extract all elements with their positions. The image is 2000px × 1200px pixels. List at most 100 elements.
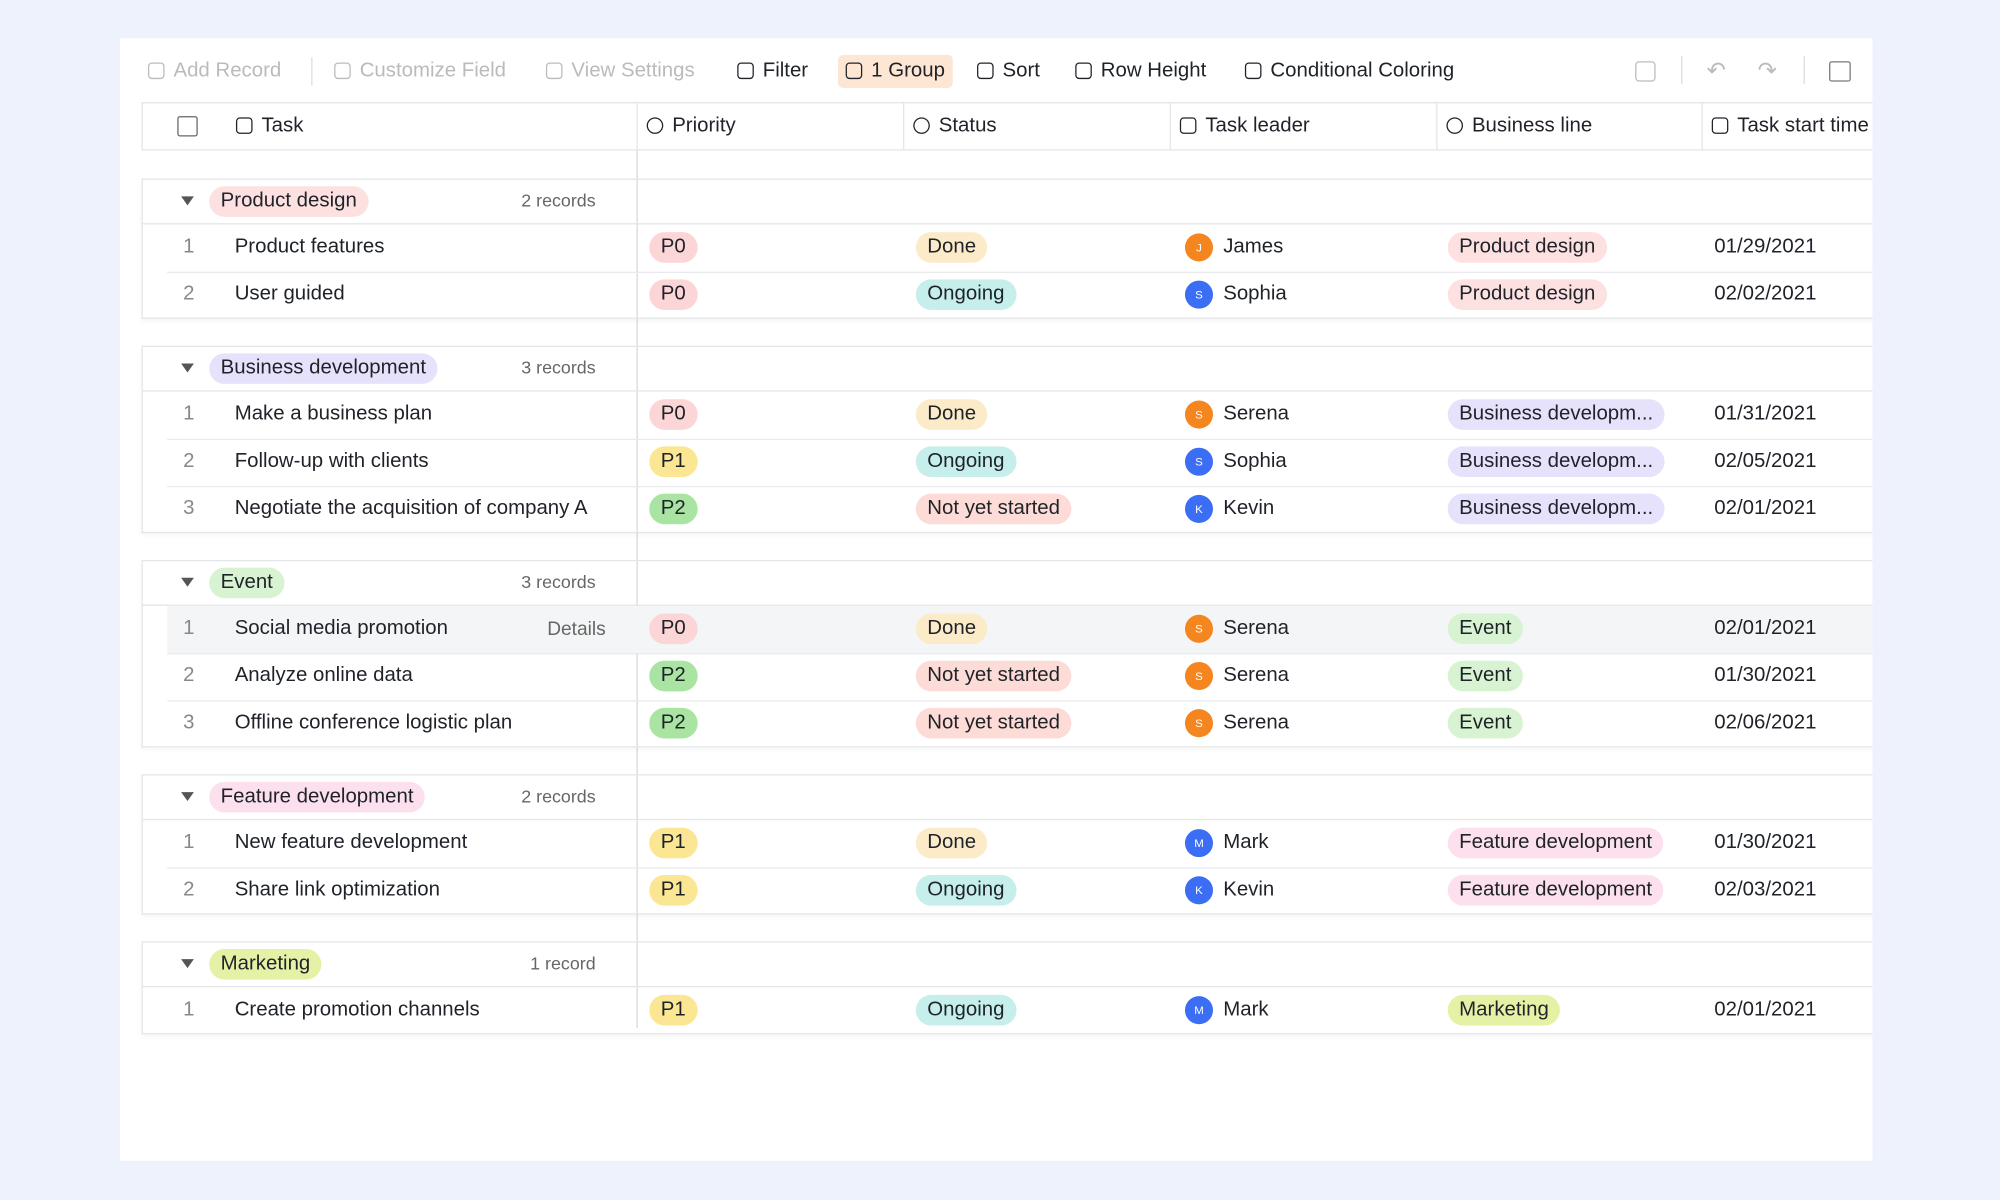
record-count: 3 records [521, 357, 596, 378]
task-name: Offline conference logistic plan [234, 711, 513, 734]
search[interactable] [1829, 61, 1851, 82]
row-line [167, 867, 1873, 869]
tag: P1 [649, 827, 698, 859]
collapse-toggle[interactable] [181, 363, 194, 373]
redo[interactable]: ↷ [1757, 57, 1777, 83]
tag: Product design [209, 186, 369, 217]
toolbar-button[interactable]: 1 Group [838, 54, 953, 89]
label: 1 Group [871, 59, 945, 82]
icon [334, 62, 351, 80]
tag: P2 [649, 493, 698, 525]
tag: P0 [649, 232, 698, 263]
tag: P0 [649, 279, 698, 310]
group-header-line [141, 390, 1873, 392]
tag: Business developm... [1447, 493, 1665, 525]
icon [545, 62, 563, 80]
start-date: 02/03/2021 [1714, 878, 1817, 901]
avatar: K [1184, 876, 1214, 905]
avatar: S [1184, 614, 1214, 643]
column-title: Task [261, 114, 304, 137]
record-count: 1 record [530, 952, 596, 974]
collapse-toggle[interactable] [181, 792, 194, 802]
column-header[interactable]: Status [913, 114, 997, 140]
toolbar-button[interactable]: Row Height [1075, 55, 1206, 88]
icon [1075, 62, 1092, 80]
tag: Done [915, 399, 988, 430]
tag: Done [915, 613, 988, 645]
tag: Ongoing [915, 994, 1016, 1026]
row-index: 2 [183, 878, 195, 901]
frozen-divider [636, 150, 638, 1029]
row-index: 3 [183, 711, 195, 734]
avatar: S [1184, 447, 1214, 476]
toolbar-button[interactable]: Filter [737, 55, 808, 88]
column-header[interactable]: Task start time [1711, 114, 1869, 140]
group-header-line [141, 818, 1873, 821]
toolbar-button[interactable]: Customize Field [334, 55, 506, 88]
row-index: 1 [183, 831, 195, 854]
collapse-toggle[interactable] [181, 959, 194, 969]
start-date: 01/30/2021 [1714, 831, 1817, 854]
column-header[interactable]: Task leader [1179, 114, 1310, 140]
start-date: 02/06/2021 [1714, 711, 1817, 734]
avatar: S [1184, 661, 1214, 691]
tag: Not yet started [915, 660, 1072, 692]
toolbar-button[interactable]: Sort [977, 55, 1040, 88]
tag: Ongoing [915, 279, 1016, 310]
icon [737, 62, 754, 80]
column-divider [636, 102, 638, 151]
record-count: 2 records [521, 190, 596, 211]
column-icon [1446, 117, 1464, 134]
checkbox[interactable] [177, 116, 198, 137]
tag: Not yet started [915, 493, 1072, 525]
column-title: Task leader [1205, 114, 1310, 137]
row-index: 2 [183, 450, 195, 472]
collapse-toggle[interactable] [181, 196, 194, 206]
row-line [167, 271, 1873, 273]
task-name: Social media promotion [234, 617, 448, 640]
column-divider [903, 102, 905, 151]
group-block [141, 941, 1873, 1035]
column-divider [1169, 102, 1171, 151]
task-name: Product features [234, 235, 385, 258]
leader-name: James [1223, 235, 1284, 258]
avatar: J [1184, 233, 1214, 262]
toolbar-button[interactable]: Add Record [147, 55, 281, 88]
tag: P1 [649, 874, 698, 906]
collapse-toggle[interactable] [181, 577, 194, 587]
column-header[interactable]: Business line [1446, 114, 1592, 140]
icon [147, 62, 165, 80]
icon [1244, 62, 1262, 80]
column-header[interactable]: Priority [646, 114, 736, 140]
group-header-line [141, 604, 1873, 606]
label: Filter [762, 59, 809, 82]
toolbar-button[interactable]: Conditional Coloring [1244, 55, 1454, 88]
column-icon [235, 117, 253, 134]
row-index: 2 [183, 664, 195, 687]
tag: Business development [209, 353, 438, 384]
leader-name: Sophia [1223, 450, 1287, 472]
undo[interactable]: ↶ [1706, 57, 1726, 83]
details-link[interactable]: Details [547, 618, 606, 641]
share-icon[interactable] [1635, 61, 1656, 82]
icon [845, 62, 863, 80]
start-date: 02/01/2021 [1714, 998, 1817, 1021]
group-block [141, 178, 1873, 319]
group-header-line [141, 985, 1873, 988]
column-header[interactable]: Task [235, 114, 304, 140]
tag: Event [1447, 707, 1523, 739]
row-line [167, 653, 1873, 655]
toolbar-button[interactable]: View Settings [545, 55, 695, 88]
task-name: Make a business plan [234, 403, 433, 425]
icon [977, 62, 994, 80]
tag: Ongoing [915, 874, 1016, 906]
record-count: 2 records [521, 785, 596, 807]
column-divider [1436, 102, 1438, 151]
leader-name: Serena [1223, 403, 1290, 425]
column-icon [913, 117, 930, 134]
table-view: ↶ ↷ Add Record Customize Field View Settin… [119, 38, 1873, 1161]
row-index: 1 [183, 998, 195, 1021]
leader-name: Mark [1223, 998, 1269, 1021]
start-date: 02/01/2021 [1714, 617, 1817, 640]
record-count: 3 records [521, 571, 596, 592]
